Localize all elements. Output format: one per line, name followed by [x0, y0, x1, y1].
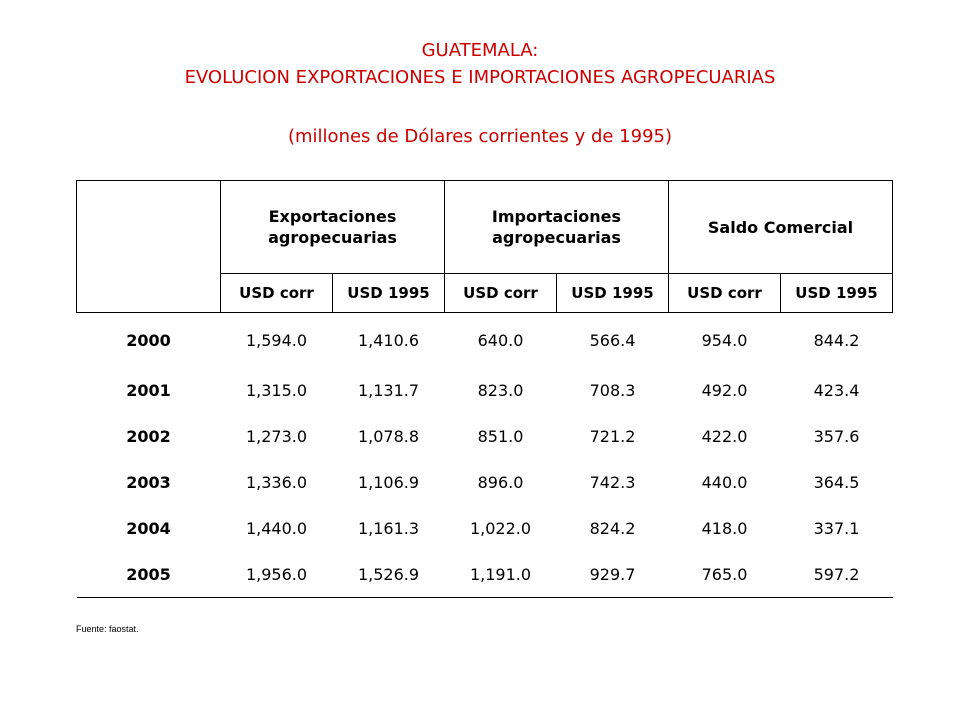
table-cell: 440.0: [701, 472, 748, 492]
table-cell: 1,161.3: [357, 518, 420, 538]
title-line-2: EVOLUCION EXPORTACIONES E IMPORTACIONES …: [184, 67, 776, 88]
sub-header: USD 1995: [780, 273, 893, 313]
table-cell: 1,273.0: [245, 426, 308, 446]
table-row: 2005 1,956.0 1,526.9 1,191.0 929.7 765.0 597.2: [76, 551, 893, 598]
sub-header: USD corr: [668, 273, 781, 313]
table-cell: 1,078.8: [357, 426, 420, 446]
table-cell: 640.0: [477, 330, 524, 350]
group-header-saldo: Saldo Comercial: [668, 180, 893, 274]
table-row: 2001 1,315.0 1,131.7 823.0 708.3 492.0 423.4: [77, 367, 893, 413]
title-line-1: GUATEMALA:: [421, 40, 539, 61]
data-table: Exportaciones agropecuarias Importacione…: [76, 180, 893, 598]
table-cell: 708.3: [589, 380, 636, 400]
table-row: 2004 1,440.0 1,161.3 1,022.0 824.2 418.0 337.1: [77, 505, 893, 551]
table-cell: 1,956.0: [220, 551, 333, 598]
table-cell: 1,594.0: [245, 330, 308, 350]
table-cell: 423.4: [813, 380, 860, 400]
table-cell: 1,131.7: [357, 380, 420, 400]
table-row: 2002 1,273.0 1,078.8 851.0 721.2 422.0 357.6: [77, 413, 893, 459]
row-year: 2005: [76, 551, 221, 598]
table-cell: 823.0: [477, 380, 524, 400]
group-header-label: Exportaciones: [268, 207, 397, 226]
corner-cell: [76, 180, 221, 313]
table-cell: 742.3: [589, 472, 636, 492]
table-cell: 1,315.0: [245, 380, 308, 400]
group-header-exportaciones: Exportaciones agropecuarias: [220, 180, 445, 274]
group-header-row: Exportaciones agropecuarias Importacione…: [76, 180, 893, 313]
table-cell: 844.2: [813, 330, 860, 350]
group-header-label: Importaciones: [491, 207, 622, 226]
table-cell: 1,106.9: [357, 472, 420, 492]
group-header-label: agropecuarias: [268, 228, 397, 247]
table-cell: 422.0: [701, 426, 748, 446]
table-cell: 1,526.9: [332, 551, 445, 598]
source-note: Fuente: faostat.: [76, 624, 139, 634]
table-cell: 954.0: [701, 330, 748, 350]
group-header-importaciones: Importaciones agropecuarias: [444, 180, 669, 274]
table-cell: 721.2: [589, 426, 636, 446]
table-cell: 337.1: [813, 518, 860, 538]
row-year: 2002: [126, 426, 171, 446]
table-row: 2003 1,336.0 1,106.9 896.0 742.3 440.0 364.5: [77, 459, 893, 505]
table-cell: 765.0: [668, 551, 781, 598]
sub-header: USD corr: [220, 273, 333, 313]
group-header-label: agropecuarias: [492, 228, 621, 247]
table-cell: 1,022.0: [469, 518, 532, 538]
table-cell: 492.0: [701, 380, 748, 400]
row-year: 2004: [126, 518, 171, 538]
table-cell: 824.2: [589, 518, 636, 538]
table-cell: 597.2: [780, 551, 893, 598]
table-cell: 1,336.0: [245, 472, 308, 492]
table-row: 2000 1,594.0 1,410.6 640.0 566.4 954.0 844.2: [77, 313, 893, 368]
sub-header: USD corr: [444, 273, 557, 313]
table-cell: 896.0: [477, 472, 524, 492]
table-cell: 418.0: [701, 518, 748, 538]
row-year: 2000: [126, 330, 171, 350]
table-cell: 1,410.6: [357, 330, 420, 350]
table-cell: 357.6: [813, 426, 860, 446]
group-header-label: Saldo Comercial: [707, 217, 854, 237]
table-cell: 1,191.0: [444, 551, 557, 598]
row-year: 2001: [126, 380, 171, 400]
table-cell: 364.5: [813, 472, 860, 492]
table-cell: 929.7: [556, 551, 669, 598]
row-year: 2003: [126, 472, 171, 492]
table-cell: 566.4: [589, 330, 636, 350]
sub-header: USD 1995: [556, 273, 669, 313]
table-cell: 851.0: [477, 426, 524, 446]
sub-header: USD 1995: [332, 273, 445, 313]
table-cell: 1,440.0: [245, 518, 308, 538]
sub-header-row: USD corr USD 1995 USD corr USD 1995 USD …: [77, 273, 893, 313]
title-units: (millones de Dólares corrientes y de 199…: [288, 126, 672, 147]
